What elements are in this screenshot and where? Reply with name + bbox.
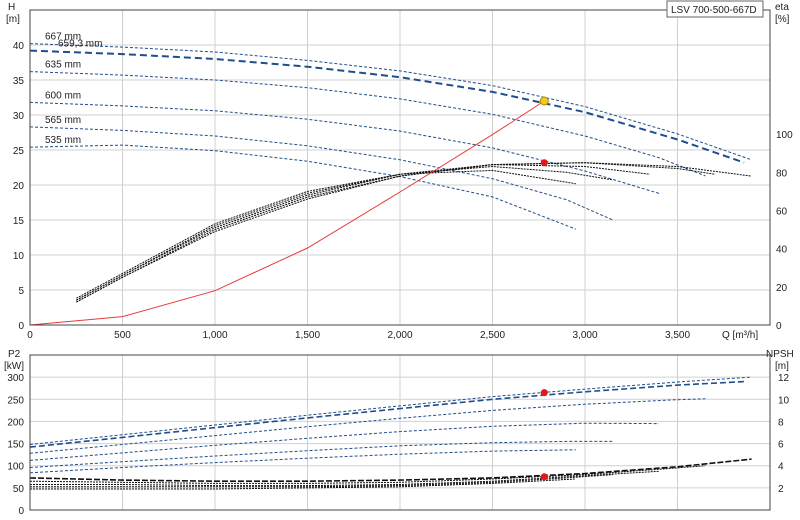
y-right-label: eta [775, 2, 789, 13]
efficiency-curve-565-mm [76, 165, 613, 301]
x-tick-label: 1,500 [295, 330, 320, 341]
y-left-unit: [m] [6, 14, 20, 25]
x-tick-label: 1,000 [202, 330, 227, 341]
y-left-tick-label: 0 [18, 321, 24, 332]
x-axis-label: Q [m³/h] [722, 330, 758, 341]
x-tick-label: 0 [27, 330, 33, 341]
npsh-tick-label: 8 [778, 417, 784, 428]
bottom-grid [29, 355, 771, 511]
y-right-tick-label: 0 [776, 321, 782, 332]
p2-tick-label: 0 [18, 506, 24, 517]
y-left-tick-label: 30 [13, 111, 25, 122]
y-left-label: H [8, 2, 15, 13]
power-curve-600-mm [29, 422, 660, 461]
x-tick-label: 500 [114, 330, 131, 341]
x-tick-label: 2,500 [480, 330, 505, 341]
y-left-tick-label: 25 [13, 146, 25, 157]
y-right-tick-label: 80 [776, 168, 788, 179]
npsh-point [540, 473, 548, 481]
head-curve-667-mm [29, 43, 752, 161]
efficiency-curve-635-mm [76, 162, 715, 303]
npsh-curve-667-mm [29, 458, 752, 482]
bottom-plot-frame [29, 354, 771, 511]
npsh-tick-label: 12 [778, 373, 790, 384]
y-right-tick-label: 40 [776, 245, 788, 256]
diameter-label-635-mm: 635 mm [45, 60, 81, 71]
y-right-tick-label: 20 [776, 283, 788, 294]
power-point [540, 389, 548, 397]
npsh-unit: [m] [775, 361, 789, 372]
diameter-label-600-mm: 600 mm [45, 90, 81, 101]
top-ticks: 0 500 1,000 1,500 2,000 2,500 3,000 3,500 0 5 10 15… [13, 41, 793, 341]
efficiency-curve-535-mm [76, 169, 576, 299]
head-curve-600-mm [29, 101, 660, 194]
npsh-label: NPSH [766, 349, 794, 360]
power-curve-535-mm [29, 449, 576, 474]
p2-label: P2 [8, 349, 21, 360]
npsh-tick-label: 6 [778, 440, 784, 451]
diameter-label-667-mm: 667 mm [45, 32, 81, 43]
p2-tick-label: 100 [7, 462, 24, 473]
x-tick-label: 3,500 [665, 330, 690, 341]
npsh-curve-635-mm [29, 465, 706, 484]
p2-tick-label: 300 [7, 373, 24, 384]
power-curve-667-mm [29, 376, 752, 445]
y-right-tick-label: 100 [776, 130, 793, 141]
y-left-tick-label: 10 [13, 251, 25, 262]
top-marks [539, 96, 549, 167]
head-curve-659-3-mm [29, 49, 745, 164]
p2-tick-label: 250 [7, 395, 24, 406]
head-curve-535-mm [29, 144, 576, 230]
p2-unit: [kW] [4, 361, 24, 372]
chart-title-box [666, 0, 764, 18]
bottom-curves [29, 376, 752, 490]
x-tick-label: 3,000 [572, 330, 597, 341]
npsh-tick-label: 4 [778, 462, 784, 473]
npsh-tick-label: 2 [778, 484, 784, 495]
y-left-tick-label: 5 [18, 286, 24, 297]
npsh-curve-535-mm [30, 478, 576, 490]
diameter-label-565-mm: 565 mm [45, 115, 81, 126]
system-curve [29, 100, 545, 326]
npsh-tick-label: 10 [778, 395, 790, 406]
y-left-tick-label: 20 [13, 181, 25, 192]
x-tick-label: 2,000 [387, 330, 412, 341]
top-grid [29, 10, 771, 326]
p2-tick-label: 50 [13, 484, 25, 495]
y-left-tick-label: 15 [13, 216, 25, 227]
head-curve-635-mm [29, 71, 706, 177]
duty-point [539, 96, 549, 106]
bottom-marks [540, 389, 548, 481]
y-right-unit: [%] [775, 14, 790, 25]
power-curve-635-mm [29, 398, 706, 454]
bottom-ticks: 0 50 100 150 200 250 300 2 4 6 8 10 12 [7, 373, 789, 517]
power-curve-659-3-mm [29, 380, 745, 448]
p2-tick-label: 200 [7, 417, 24, 428]
y-right-tick-label: 60 [776, 206, 788, 217]
chart-title: LSV 700-500-667D [671, 5, 757, 16]
y-left-tick-label: 40 [13, 41, 25, 52]
head-curve-565-mm [29, 126, 614, 221]
y-left-tick-label: 35 [13, 76, 25, 87]
diameter-label-535-mm: 535 mm [45, 135, 81, 146]
efficiency-point [540, 159, 548, 167]
p2-tick-label: 150 [7, 440, 24, 451]
diameter-label-659-3-mm: 659,3 mm [58, 39, 102, 50]
top-plot-frame [29, 9, 771, 326]
